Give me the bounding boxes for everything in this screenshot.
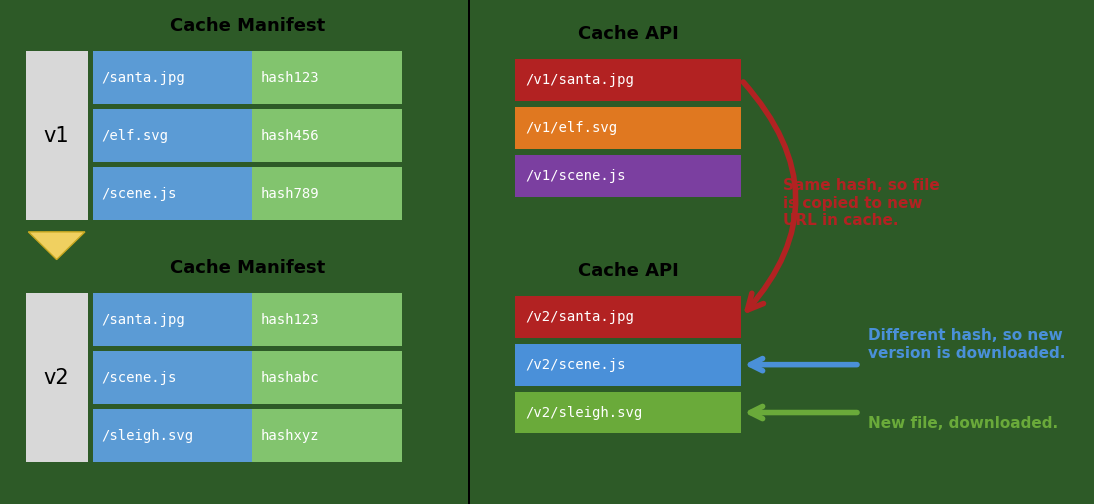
Text: /sleigh.svg: /sleigh.svg bbox=[101, 429, 193, 443]
Bar bbox=[26, 51, 88, 220]
Bar bbox=[467, 0, 469, 504]
Text: /v1/elf.svg: /v1/elf.svg bbox=[525, 121, 617, 135]
Text: hashabc: hashabc bbox=[260, 371, 319, 385]
Text: Cache API: Cache API bbox=[578, 262, 678, 280]
Text: /elf.svg: /elf.svg bbox=[101, 129, 167, 143]
Bar bbox=[26, 293, 88, 462]
Text: v1: v1 bbox=[44, 126, 69, 146]
Text: /santa.jpg: /santa.jpg bbox=[101, 313, 185, 327]
Text: hash123: hash123 bbox=[260, 71, 319, 85]
Text: Cache Manifest: Cache Manifest bbox=[170, 259, 325, 277]
Text: /scene.js: /scene.js bbox=[101, 187, 176, 201]
Text: Same hash, so file
is copied to new
URL in cache.: Same hash, so file is copied to new URL … bbox=[782, 178, 940, 228]
Text: Different hash, so new
version is downloaded.: Different hash, so new version is downlo… bbox=[868, 328, 1066, 361]
Bar bbox=[253, 293, 401, 346]
Text: New file, downloaded.: New file, downloaded. bbox=[868, 415, 1058, 430]
Bar bbox=[253, 51, 401, 104]
Bar bbox=[93, 293, 253, 346]
Bar bbox=[515, 107, 742, 149]
Text: /v2/santa.jpg: /v2/santa.jpg bbox=[525, 310, 635, 324]
Text: /scene.js: /scene.js bbox=[101, 371, 176, 385]
Bar bbox=[515, 59, 742, 101]
Text: Cache API: Cache API bbox=[578, 25, 678, 43]
Bar bbox=[253, 109, 401, 162]
Text: hash789: hash789 bbox=[260, 187, 319, 201]
Text: hashxyz: hashxyz bbox=[260, 429, 319, 443]
Bar bbox=[93, 167, 253, 220]
Bar bbox=[253, 167, 401, 220]
Text: Cache Manifest: Cache Manifest bbox=[170, 17, 325, 35]
Text: /v1/santa.jpg: /v1/santa.jpg bbox=[525, 73, 635, 87]
Bar bbox=[93, 351, 253, 404]
Bar bbox=[253, 409, 401, 462]
Bar bbox=[515, 296, 742, 338]
Bar bbox=[253, 351, 401, 404]
Text: /v1/scene.js: /v1/scene.js bbox=[525, 169, 626, 182]
Text: /v2/sleigh.svg: /v2/sleigh.svg bbox=[525, 406, 642, 419]
Bar bbox=[93, 51, 253, 104]
Bar bbox=[515, 155, 742, 197]
Text: /santa.jpg: /santa.jpg bbox=[101, 71, 185, 85]
Text: hash123: hash123 bbox=[260, 313, 319, 327]
Text: v2: v2 bbox=[44, 368, 69, 388]
Bar bbox=[93, 409, 253, 462]
Bar bbox=[515, 344, 742, 386]
Bar bbox=[45, 232, 68, 233]
Polygon shape bbox=[28, 232, 85, 260]
Bar bbox=[93, 109, 253, 162]
Text: /v2/scene.js: /v2/scene.js bbox=[525, 358, 626, 371]
Bar bbox=[515, 392, 742, 433]
Text: hash456: hash456 bbox=[260, 129, 319, 143]
